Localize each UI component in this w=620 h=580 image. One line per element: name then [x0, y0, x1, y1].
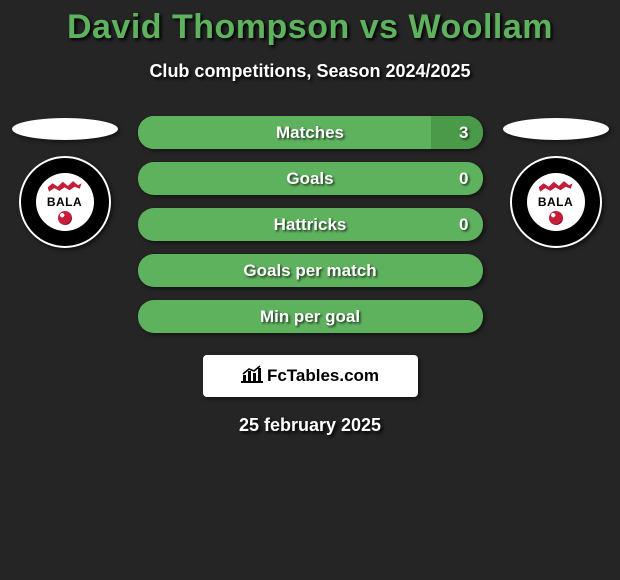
player-photo-placeholder-right: [503, 118, 609, 140]
stat-label: Min per goal: [260, 307, 360, 327]
club-name-right: BALA: [538, 195, 573, 209]
left-side: BALA: [10, 116, 120, 248]
bar-chart-icon: [241, 365, 263, 388]
club-badge-right: BALA: [510, 156, 602, 248]
stat-pill: Goals 0: [138, 162, 483, 195]
football-icon: [58, 211, 72, 225]
attribution-text: FcTables.com: [267, 366, 379, 386]
dragon-icon: [48, 179, 82, 193]
main-row: BALA Matches 3 Goals 0 Hattricks 0 Goals per m…: [0, 116, 620, 333]
infographic-root: David Thompson vs Woollam Club competiti…: [0, 0, 620, 436]
dragon-icon: [539, 179, 573, 193]
club-badge-left: BALA: [19, 156, 111, 248]
stat-pill: Min per goal: [138, 300, 483, 333]
player-photo-placeholder-left: [12, 118, 118, 140]
club-name-left: BALA: [47, 195, 82, 209]
stat-pill: Hattricks 0: [138, 208, 483, 241]
stat-pill: Matches 3: [138, 116, 483, 149]
stat-label: Matches: [276, 123, 344, 143]
stat-pill: Goals per match: [138, 254, 483, 287]
stat-label: Hattricks: [274, 215, 347, 235]
stat-value: 0: [459, 169, 468, 189]
badge-inner: BALA: [36, 173, 94, 231]
right-side: BALA: [501, 116, 611, 248]
stat-label: Goals per match: [243, 261, 376, 281]
page-title: David Thompson vs Woollam: [0, 8, 620, 47]
date-text: 25 february 2025: [0, 415, 620, 436]
football-icon: [549, 211, 563, 225]
stats-column: Matches 3 Goals 0 Hattricks 0 Goals per match M…: [138, 116, 483, 333]
badge-inner: BALA: [527, 173, 585, 231]
subtitle: Club competitions, Season 2024/2025: [0, 61, 620, 82]
stat-label: Goals: [286, 169, 333, 189]
stat-value: 3: [459, 123, 468, 143]
attribution-badge: FcTables.com: [203, 355, 418, 397]
stat-value: 0: [459, 215, 468, 235]
